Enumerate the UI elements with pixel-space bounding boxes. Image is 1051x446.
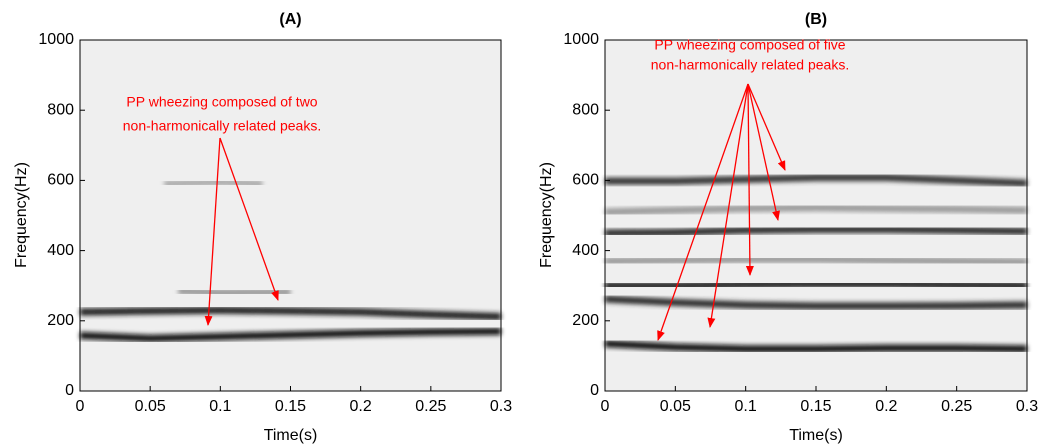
spectral-ridge <box>79 306 502 321</box>
x-tick-label: 0.25 <box>941 398 972 415</box>
x-tick-label: 0.05 <box>135 398 166 415</box>
y-axis-label: Frequency(Hz) <box>13 162 30 268</box>
spectral-ridge <box>605 174 1028 187</box>
y-tick-label: 800 <box>572 101 599 118</box>
y-axis-label: Frequency(Hz) <box>538 162 555 268</box>
arrow <box>219 137 279 301</box>
x-tick-label: 0.2 <box>875 398 897 415</box>
arrow <box>204 137 221 326</box>
spectral-ridge <box>164 178 263 188</box>
y-tick-label: 800 <box>47 101 74 118</box>
x-tick-label: 0.15 <box>275 398 306 415</box>
arrow <box>747 83 780 221</box>
y-tick-label: 600 <box>572 172 599 189</box>
panel: 0 0.05 0.1 0.15 0.2 0.25 0.3 0 200 400 600 800 1000 (… <box>13 11 512 444</box>
y-tick-label: 0 <box>65 382 74 399</box>
spectral-ridge <box>79 327 502 342</box>
spectral-ridge <box>604 295 1028 310</box>
annotation: non-harmonically related peaks. <box>651 57 849 73</box>
x-tick-label: 0.1 <box>209 398 231 415</box>
x-tick-label: 0.05 <box>660 398 691 415</box>
arrows-a <box>204 137 279 326</box>
y-tick-label: 600 <box>47 172 74 189</box>
y-tick-label: 200 <box>572 312 599 329</box>
y-tick-label: 0 <box>590 382 599 399</box>
x-tick-label: 0.3 <box>490 398 512 415</box>
y-tick-label: 400 <box>572 242 599 259</box>
panel: 0 0.05 0.1 0.15 0.2 0.25 0.3 0 200 400 600 800 1000 (… <box>538 11 1038 444</box>
x-tick-label: 0 <box>601 398 610 415</box>
spectral-ridge <box>604 255 1028 266</box>
spectral-ridge <box>604 340 1028 353</box>
x-tick-label: 0.15 <box>800 398 831 415</box>
x-axis-label: Time(s) <box>789 427 843 444</box>
spectral-ridge <box>605 280 1028 290</box>
x-tick-label: 0 <box>76 398 85 415</box>
annotation: non-harmonically related peaks. <box>123 118 321 134</box>
annotation: PP wheezing composed of five <box>654 37 845 53</box>
arrow <box>747 83 786 171</box>
panel-title: (B) <box>805 11 827 28</box>
x-tick-label: 0.3 <box>1016 398 1038 415</box>
spectral-ridge <box>178 287 291 297</box>
plot-background <box>605 40 1027 391</box>
y-tick-label: 400 <box>47 242 74 259</box>
arrow <box>707 83 749 328</box>
arrow <box>657 83 749 341</box>
arrow <box>745 83 754 276</box>
y-tick-label: 1000 <box>38 31 74 48</box>
y-tick-label: 1000 <box>563 31 599 48</box>
spectral-ridge <box>604 226 1028 237</box>
arrows-b <box>657 83 786 341</box>
annotation: PP wheezing composed of two <box>126 94 317 110</box>
panel-title: (A) <box>279 11 301 28</box>
spectral-ridge <box>604 204 1028 216</box>
x-tick-label: 0.2 <box>350 398 372 415</box>
y-tick-label: 200 <box>47 312 74 329</box>
x-tick-label: 0.25 <box>415 398 446 415</box>
x-tick-label: 0.1 <box>735 398 757 415</box>
x-axis-label: Time(s) <box>264 427 318 444</box>
